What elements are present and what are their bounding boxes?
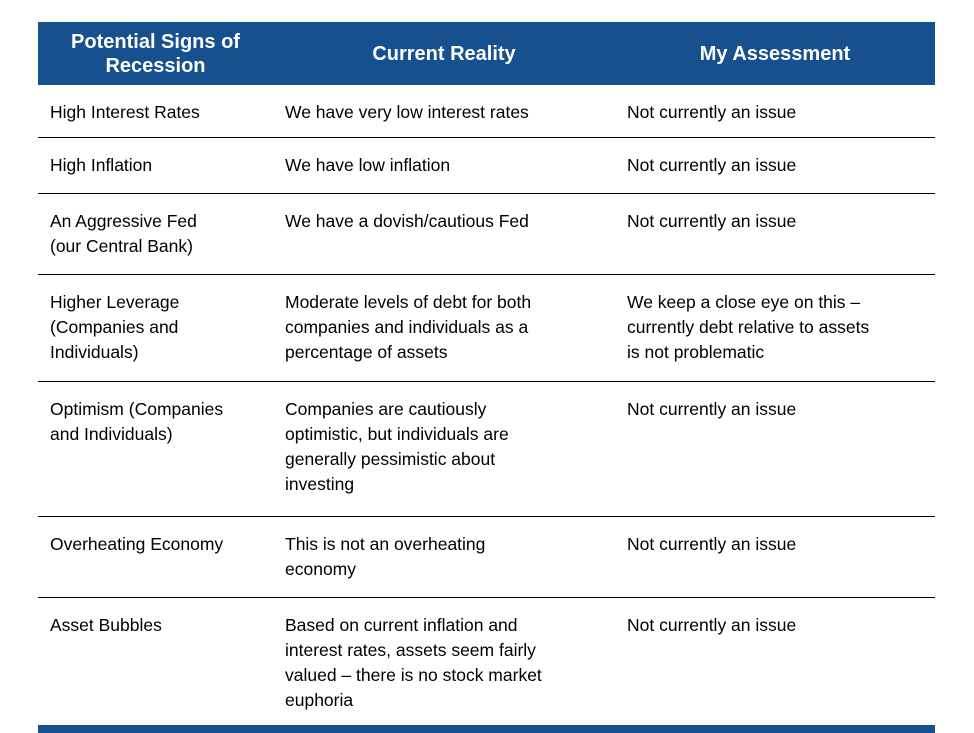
cell-assessment: Not currently an issue bbox=[627, 155, 797, 175]
table-row: An Aggressive Fed (our Central Bank) We … bbox=[38, 193, 935, 274]
cell-sign: High Inflation bbox=[50, 155, 153, 175]
cell-sign: Optimism (Companies and Individuals) bbox=[50, 399, 224, 444]
cell-reality: This is not an overheating economy bbox=[285, 534, 486, 579]
cell-assessment: We keep a close eye on this – currently … bbox=[627, 292, 870, 362]
cell-assessment: Not currently an issue bbox=[627, 102, 797, 122]
cell-assessment: Not currently an issue bbox=[627, 399, 797, 419]
table-row: Overheating Economy This is not an overh… bbox=[38, 516, 935, 597]
table-row: High Inflation We have low inflation Not… bbox=[38, 137, 935, 193]
table-row: High Interest Rates We have very low int… bbox=[38, 85, 935, 137]
cell-sign: High Interest Rates bbox=[50, 102, 200, 122]
table-row: Optimism (Companies and Individuals) Com… bbox=[38, 381, 935, 516]
cell-reality: Moderate levels of debt for both compani… bbox=[285, 292, 532, 362]
recession-signs-table: Potential Signs of Recession Current Rea… bbox=[38, 22, 935, 733]
cell-assessment: Not currently an issue bbox=[627, 615, 797, 635]
column-header-potential-signs: Potential Signs of Recession bbox=[71, 30, 240, 77]
cell-reality: We have low inflation bbox=[285, 155, 451, 175]
cell-assessment: Not currently an issue bbox=[627, 534, 797, 554]
table-row: Asset Bubbles Based on current inflation… bbox=[38, 597, 935, 725]
cell-sign: Overheating Economy bbox=[50, 534, 224, 554]
column-header-current-reality: Current Reality bbox=[372, 42, 516, 65]
cell-reality: Companies are cautiously optimistic, but… bbox=[285, 399, 509, 494]
cell-reality: We have a dovish/cautious Fed bbox=[285, 211, 529, 231]
cell-reality: We have very low interest rates bbox=[285, 102, 529, 122]
table-footer-bar bbox=[38, 725, 935, 733]
cell-reality: Based on current inflation and interest … bbox=[285, 615, 542, 710]
cell-sign: Asset Bubbles bbox=[50, 615, 162, 635]
table-body: High Interest Rates We have very low int… bbox=[38, 85, 935, 725]
cell-sign: An Aggressive Fed (our Central Bank) bbox=[50, 211, 197, 256]
table-header-row: Potential Signs of Recession Current Rea… bbox=[38, 22, 935, 85]
column-header-my-assessment: My Assessment bbox=[699, 42, 851, 65]
cell-assessment: Not currently an issue bbox=[627, 211, 797, 231]
cell-sign: Higher Leverage (Companies and Individua… bbox=[50, 292, 180, 362]
table-row: Higher Leverage (Companies and Individua… bbox=[38, 274, 935, 381]
